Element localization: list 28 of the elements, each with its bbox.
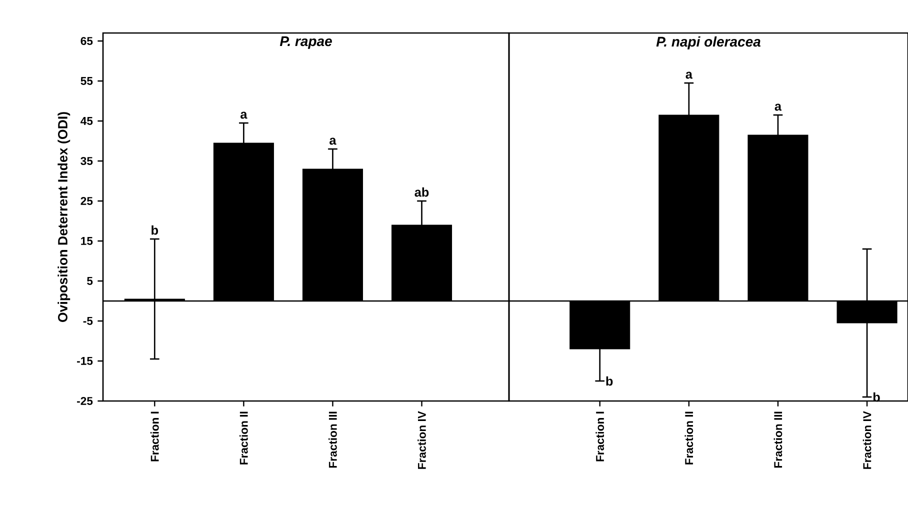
annotation: a: [330, 138, 336, 145]
y-axis-title: Oviposition Deterrent Index (ODI): [58, 112, 70, 322]
x-tick-label: Fraction II: [240, 412, 248, 464]
annotation: a: [240, 112, 248, 119]
annotation: b: [152, 225, 158, 235]
y-tick-label: 45: [80, 117, 93, 125]
x-tick-label: Fraction IV: [418, 411, 426, 469]
y-tick-label: 25: [80, 196, 93, 206]
x-tick-label: Fraction II: [684, 412, 694, 464]
y-tick-label: -25: [77, 396, 93, 405]
x-tick-label: Fraction III: [328, 412, 337, 468]
x-tick-label: Fraction III: [774, 412, 782, 468]
annotation: a: [686, 72, 693, 79]
annotation: a: [774, 104, 782, 111]
annotation: ab: [414, 187, 429, 197]
x-tick-label: Fraction I: [596, 412, 604, 462]
chart-title: P. rapae: [280, 36, 332, 49]
chart-title: P. napi oleracea: [656, 36, 760, 50]
y-tick-label: 55: [80, 77, 93, 85]
annotation: b: [606, 376, 613, 386]
y-tick-label: 15: [81, 237, 93, 245]
y-tick-label: -15: [77, 357, 93, 365]
x-tick-label: Fraction IV: [862, 411, 872, 469]
y-tick-label: 35: [80, 156, 93, 166]
y-tick-label: 5: [87, 277, 93, 285]
y-tick-label: -5: [83, 317, 93, 325]
x-tick-label: Fraction I: [150, 412, 159, 462]
y-tick-label: 65: [80, 37, 93, 46]
